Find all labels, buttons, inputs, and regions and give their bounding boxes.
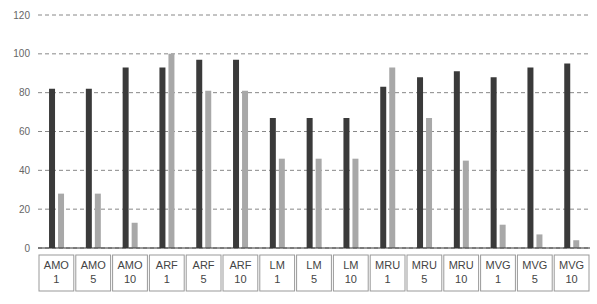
svg-text:10: 10 (345, 273, 357, 285)
svg-text:10: 10 (124, 273, 136, 285)
svg-text:AMO: AMO (44, 259, 70, 271)
svg-text:10: 10 (234, 273, 246, 285)
svg-text:1: 1 (495, 273, 501, 285)
svg-text:MRU: MRU (412, 259, 437, 271)
svg-text:1: 1 (385, 273, 391, 285)
svg-text:MRU: MRU (449, 259, 474, 271)
svg-text:MVG: MVG (559, 259, 584, 271)
svg-text:ARF: ARF (229, 259, 251, 271)
svg-text:AMO: AMO (81, 259, 107, 271)
svg-text:MRU: MRU (375, 259, 400, 271)
svg-text:60: 60 (19, 126, 31, 137)
svg-text:AMO: AMO (117, 259, 143, 271)
svg-text:1: 1 (164, 273, 170, 285)
svg-text:5: 5 (532, 273, 538, 285)
svg-text:MVG: MVG (485, 259, 510, 271)
svg-text:20: 20 (19, 204, 31, 215)
svg-text:LM: LM (270, 259, 285, 271)
svg-text:0: 0 (24, 243, 30, 254)
svg-text:5: 5 (201, 273, 207, 285)
svg-text:10: 10 (455, 273, 467, 285)
svg-text:5: 5 (421, 273, 427, 285)
svg-text:40: 40 (19, 165, 31, 176)
svg-text:5: 5 (90, 273, 96, 285)
svg-text:100: 100 (13, 48, 30, 59)
svg-text:MVG: MVG (522, 259, 547, 271)
svg-text:5: 5 (311, 273, 317, 285)
svg-text:80: 80 (19, 87, 31, 98)
svg-text:1: 1 (274, 273, 280, 285)
svg-text:120: 120 (13, 10, 30, 21)
svg-text:10: 10 (565, 273, 577, 285)
svg-text:LM: LM (306, 259, 321, 271)
svg-text:ARF: ARF (156, 259, 178, 271)
svg-text:1: 1 (53, 273, 59, 285)
svg-text:LM: LM (343, 259, 358, 271)
svg-text:ARF: ARF (193, 259, 215, 271)
